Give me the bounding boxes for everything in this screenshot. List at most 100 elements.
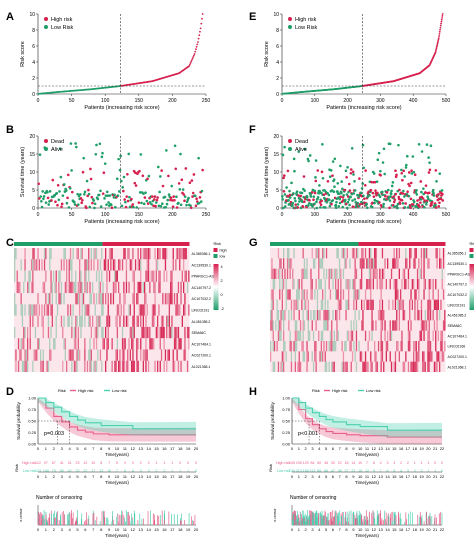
panel-g-heatmap-cell (299, 330, 302, 341)
panel-f-survival-point (314, 179, 318, 183)
panel-d-risk-x-tick: 8 (100, 474, 103, 479)
panel-g-heatmap-cell (327, 299, 329, 310)
panel-g-heatmap-cell (279, 320, 281, 331)
panel-b-survival-point (198, 196, 202, 199)
panel-f-survival-point (438, 172, 442, 175)
panel-c-heatmap-cell (157, 326, 159, 339)
panel-g-heatmap-cell (351, 351, 354, 362)
panel-g-heatmap-cell (402, 310, 404, 321)
panel-c-heatmap-cell (123, 293, 125, 305)
panel-g-heatmap-cell (301, 299, 303, 310)
panel-g-heatmap-cell (273, 341, 276, 352)
panel-c-heatmap-cell (175, 259, 177, 271)
panel-h-censor-x-tick: 11 (365, 527, 370, 532)
panel-g-heatmap-cell (279, 289, 281, 300)
panel-c-heatmap-cell (179, 304, 181, 316)
panel-g-heatmap-cell (397, 341, 399, 352)
panel-b-survival-point (90, 195, 94, 199)
panel-b-survival-point (87, 192, 91, 196)
panel-f-survival-point (354, 205, 358, 209)
panel-d-risk-x-tick: 19 (186, 474, 191, 479)
panel-g-heatmap-cell (299, 320, 302, 331)
panel-g-heatmap-cell (429, 351, 432, 362)
panel-g-heatmap-cell (315, 341, 317, 352)
panel-f-survival-point (423, 205, 426, 209)
panel-d-y-label: Survival probability (16, 401, 21, 440)
panel-c-heatmap-cell (103, 259, 105, 271)
panel-c-heatmap-cell (24, 248, 26, 260)
panel-g-heatmap-cell (323, 268, 325, 279)
panel-c-heatmap-cell (80, 281, 82, 294)
panel-b-x-tick-label: 0 (37, 212, 40, 218)
panel-c-heatmap-cell (77, 248, 79, 260)
panel-a-risk-point (192, 56, 195, 58)
panel-b-survival-point (113, 193, 116, 197)
panel-g-gene-label: AL451085.2 (448, 314, 467, 318)
panel-c-heatmap-cell (119, 259, 121, 271)
panel-b-survival-point (178, 188, 182, 191)
panel-c-heatmap-cell (32, 315, 34, 327)
panel-f-survival-point (376, 158, 380, 162)
panel-h-censor-x-tick: 17 (406, 527, 411, 532)
panel-c-heatmap-cell (107, 304, 109, 316)
panel-g-heatmap-cell (316, 310, 319, 321)
panel-f-survival-point (407, 194, 411, 198)
panel-h-x-tick-label: 4 (318, 446, 321, 451)
panel-c-heatmap-cell (77, 293, 79, 305)
panel-h-censor-x-tick: 15 (392, 527, 397, 532)
panel-g-heatmap-cell (302, 289, 304, 300)
panel-g-heatmap-cell (428, 289, 430, 300)
panel-h-ci-band-high (292, 398, 442, 444)
panel-c-heatmap-cell (144, 281, 146, 294)
panel-f-survival-point (431, 188, 435, 192)
panel-g-heatmap-cell (283, 258, 285, 269)
panel-c-heatmap-cell (47, 326, 50, 339)
panel-c-heatmap-cell (99, 293, 102, 305)
panel-c-heatmap-cell (16, 270, 18, 282)
panel-c-heatmap-cell (177, 338, 180, 350)
panel-b-survival-point (155, 198, 159, 202)
panel-h-censor-x-tick: 16 (399, 527, 404, 532)
panel-f-survival-point (405, 154, 409, 158)
panel-c-heatmap-cell (110, 293, 112, 305)
panel-c-heatmap-cell (183, 281, 185, 294)
panel-g-heatmap-cell (436, 351, 438, 362)
panel-c-heatmap-cell (88, 349, 90, 361)
panel-f-survival-point (289, 200, 293, 204)
panel-f-survival-point (332, 190, 336, 194)
panel-g-heatmap-cell (367, 258, 369, 269)
panel-g-heatmap-cell (322, 299, 324, 310)
panel-g-heatmap-cell (284, 341, 286, 352)
panel-a-risk-point (188, 65, 191, 67)
panel-b-survival-point (47, 203, 51, 206)
panel-d-risk-count: 4 (132, 469, 134, 473)
panel-c-heatmap-cell (89, 338, 91, 350)
panel-g-heatmap-cell (398, 299, 400, 310)
panel-c-heatmap-cell (123, 304, 125, 316)
panel-g-heatmap-cell (368, 279, 371, 290)
panel-b-survival-point (105, 203, 108, 206)
panel-g-heatmap-cell (305, 299, 307, 310)
panel-h-risk-row-name: High risk (276, 461, 290, 465)
panel-c-heatmap-cell (108, 315, 111, 327)
panel-h-risk-count: 47 (331, 469, 335, 473)
panel-c-heatmap-cell (176, 304, 178, 316)
panel-c-heatmap-cell (15, 349, 17, 361)
panel-g-heatmap-cell (320, 330, 322, 341)
panel-a-risk-point (193, 53, 196, 55)
panel-c-heatmap-cell (177, 360, 180, 372)
panel-g-heatmap-cell (345, 299, 347, 310)
panel-e-risk-point (437, 38, 440, 41)
panel-c-heatmap-cell (46, 304, 48, 316)
panel-g-heatmap-cell (294, 330, 296, 341)
panel-c-heatmap-cell (90, 259, 92, 271)
panel-c-heatmap-cell (71, 315, 73, 327)
panel-c-heatmap-cell (162, 248, 164, 260)
panel-c-heatmap-cell (28, 270, 30, 282)
panel-d-x-tick-label: 11 (123, 446, 128, 451)
panel-d-risk-count: 1 (187, 469, 189, 473)
panel-h-x-label: Time(years) (355, 452, 379, 457)
panel-c-heatmap-cell (45, 248, 47, 260)
panel-g-heatmap-cell (397, 299, 399, 310)
panel-f-survival-point (346, 200, 350, 204)
